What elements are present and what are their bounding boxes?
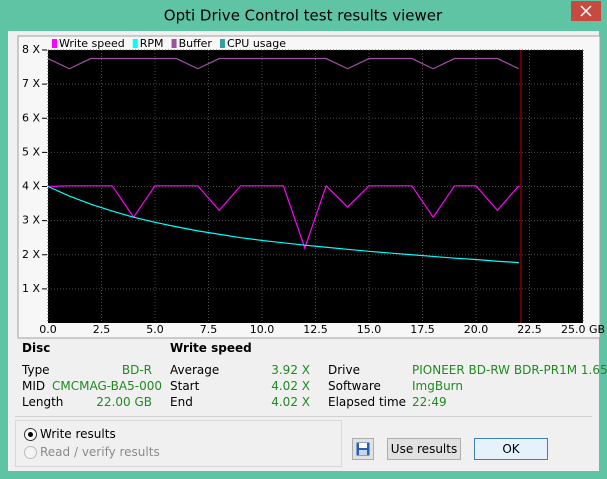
- label: Elapsed time: [328, 395, 407, 409]
- y-tick-label: 2 X: [22, 248, 40, 261]
- value: 4.02 X: [271, 395, 310, 409]
- label: Average: [170, 363, 220, 377]
- label: Length: [22, 395, 64, 409]
- use-results-button[interactable]: Use results: [387, 438, 461, 460]
- radio-checked[interactable]: [24, 428, 37, 441]
- radio-label: Read / verify results: [40, 445, 160, 459]
- label: Type: [22, 363, 50, 377]
- legend-swatch: [219, 39, 225, 48]
- legend-label: Buffer: [179, 37, 213, 50]
- value: 22.00 GB: [96, 395, 152, 409]
- value: ImgBurn: [412, 379, 464, 393]
- series-line: [47, 57, 520, 70]
- x-tick-label: 7.5: [200, 323, 218, 336]
- value: BD-R: [121, 363, 152, 377]
- label: MID: [22, 379, 46, 393]
- value: PIONEER BD-RW BDR-PR1M 1.65: [412, 363, 607, 377]
- save-icon: [356, 442, 370, 456]
- y-tick-label: 6 X: [22, 111, 40, 124]
- disc-heading: Disc: [22, 341, 51, 355]
- y-tick-label: 3 X: [22, 214, 40, 227]
- x-tick-label: 12.5: [303, 323, 328, 336]
- label: Software: [328, 379, 381, 393]
- save-button[interactable]: [352, 438, 374, 460]
- chart: Opti Drive Control test results viewer 1…: [17, 1, 605, 339]
- x-tick-label: 22.5: [517, 323, 542, 336]
- legend-label: RPM: [140, 37, 164, 50]
- x-tick-label: 0.0: [39, 323, 57, 336]
- x-tick-label: 10.0: [250, 323, 275, 336]
- legend-swatch: [171, 39, 177, 48]
- window-title: Opti Drive Control test results viewer: [164, 7, 443, 25]
- ok-button[interactable]: OK: [474, 438, 548, 460]
- close-button[interactable]: [571, 1, 601, 21]
- y-tick-label: 7 X: [22, 77, 40, 90]
- value: 4.02 X: [271, 379, 310, 393]
- legend-label: CPU usage: [227, 37, 286, 50]
- series-line: [47, 184, 520, 250]
- label: Drive: [328, 363, 360, 377]
- label: Start: [170, 379, 200, 393]
- radio-disabled: [24, 446, 37, 459]
- x-tick-label: 5.0: [146, 323, 164, 336]
- radio-group: [15, 420, 342, 467]
- y-tick-label: 1 X: [22, 282, 40, 295]
- radio-label[interactable]: Write results: [40, 427, 116, 441]
- series-line: [47, 185, 519, 264]
- value: 22:49: [412, 395, 447, 409]
- y-tick-label: 5 X: [22, 145, 40, 158]
- legend-label: Write speed: [59, 37, 125, 50]
- legend-swatch: [52, 39, 57, 48]
- x-tick-label: 25.0 GB: [561, 323, 605, 336]
- y-tick-label: 8 X: [22, 43, 40, 56]
- y-tick-label: 4 X: [22, 180, 40, 193]
- legend-swatch: [132, 39, 138, 48]
- label: End: [170, 395, 193, 409]
- x-tick-label: 2.5: [93, 323, 111, 336]
- value: 3.92 X: [271, 363, 310, 377]
- separator: [15, 416, 592, 417]
- value: CMCMAG-BA5-000: [52, 379, 162, 393]
- write-speed-heading: Write speed: [170, 341, 252, 355]
- x-tick-label: 15.0: [357, 323, 382, 336]
- x-tick-label: 17.5: [410, 323, 435, 336]
- x-tick-label: 20.0: [464, 323, 489, 336]
